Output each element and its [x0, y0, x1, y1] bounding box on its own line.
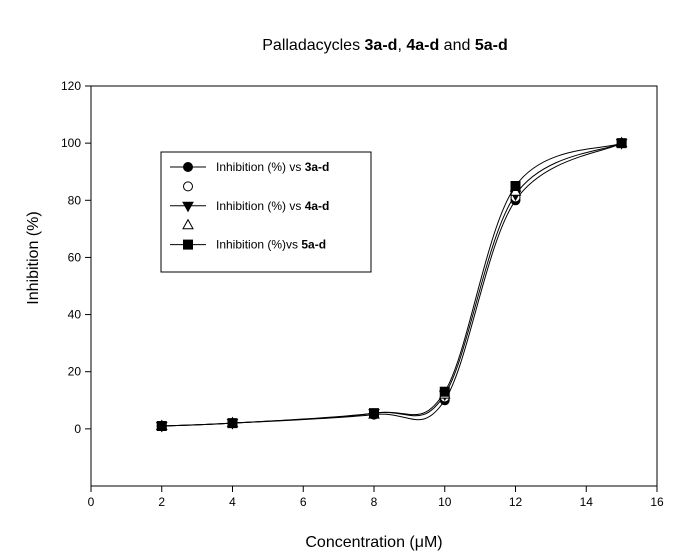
y-tick-label: 60 [68, 250, 82, 264]
data-point [439, 386, 450, 397]
legend-marker [182, 201, 194, 213]
x-tick-label: 0 [88, 495, 95, 509]
x-tick-label: 10 [438, 495, 452, 509]
x-tick-label: 2 [158, 495, 165, 509]
y-tick-label: 40 [68, 308, 82, 322]
legend-item [183, 181, 193, 192]
y-tick-label: 80 [68, 193, 82, 207]
legend-item: Inhibition (%) vs 4a-d [170, 199, 329, 213]
chart-title: Palladacycles 3a-d, 4a-d and 5a-d [262, 37, 507, 54]
y-axis-title: Inhibition (%) [25, 211, 42, 304]
y-tick-label: 20 [68, 365, 82, 379]
legend-marker [183, 239, 193, 250]
y-tick-label: 120 [61, 79, 81, 93]
legend-marker [182, 218, 194, 230]
x-tick-label: 14 [580, 495, 594, 509]
legend-item: Inhibition (%)vs 5a-d [170, 238, 326, 252]
plot-area: 0 2 4 6 8 10 12 14 16 0 20 40 60 80 100 120 Inhibition (… [61, 79, 664, 509]
legend-marker [183, 162, 193, 172]
x-tick-label: 8 [371, 495, 378, 509]
legend-marker [183, 181, 193, 192]
legend-label: Inhibition (%) vs 3a-d [216, 160, 329, 174]
x-tick-label: 12 [509, 495, 523, 509]
legend-box [160, 151, 372, 273]
data-point [510, 181, 521, 191]
x-tick-label: 16 [650, 495, 664, 509]
x-tick-label: 4 [229, 495, 236, 509]
legend: Inhibition (%) vs 3a-d Inhibition (%) vs … [160, 151, 372, 273]
legend-item: Inhibition (%) vs 3a-d [170, 160, 329, 174]
legend-label: Inhibition (%)vs 5a-d [216, 238, 326, 252]
x-axis-title: Concentration (μM) [305, 534, 442, 551]
y-tick-label: 100 [61, 136, 81, 150]
data-point [156, 421, 167, 431]
x-tick-label: 6 [300, 495, 307, 509]
data-point [227, 418, 238, 429]
data-point [369, 408, 379, 419]
series-4-points [156, 138, 627, 431]
legend-label: Inhibition (%) vs 4a-d [216, 199, 329, 213]
y-tick-label: 0 [74, 422, 81, 436]
legend-item [182, 218, 194, 230]
data-point [616, 138, 627, 149]
